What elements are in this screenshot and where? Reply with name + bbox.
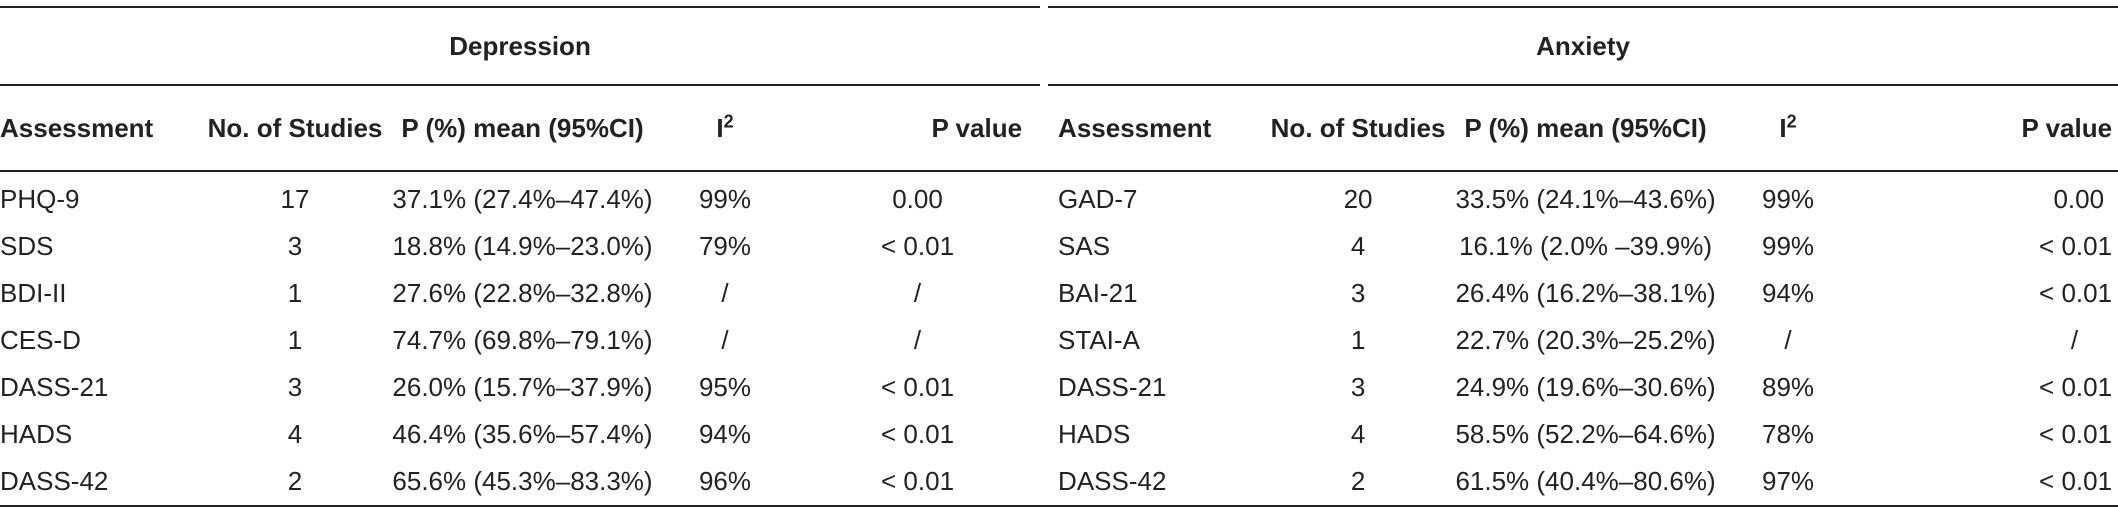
table-row: PHQ-9 17 37.1% (27.4%–47.4%) 99% 0.00 GA…: [0, 171, 2118, 223]
cell-anx-assessment: GAD-7: [1058, 184, 1138, 214]
cell-anx-studies: 3: [1350, 278, 1366, 308]
cell-dep-i2: 99%: [698, 184, 752, 214]
i2-sup: 2: [723, 110, 734, 131]
cell-dep-assessment: BDI-II: [0, 278, 67, 308]
row-gap: [1040, 171, 1048, 223]
cell-dep-assessment: PHQ-9: [0, 184, 80, 214]
cell-anx-i2: 99%: [1762, 231, 1815, 261]
cell-dep-prevalence: 18.8% (14.9%–23.0%): [392, 231, 653, 261]
cell-anx-pvalue: /: [2070, 325, 2079, 355]
table-row: CES-D 1 74.7% (69.8%–79.1%) / / STAI-A 1…: [0, 317, 2118, 364]
cell-anx-prevalence: 24.9% (19.6%–30.6%): [1455, 372, 1716, 402]
cell-anx-i2: /: [1784, 325, 1792, 355]
cell-dep-assessment: SDS: [0, 231, 54, 261]
cell-dep-pvalue: /: [913, 325, 922, 355]
cell-anx-i2: 94%: [1762, 278, 1815, 308]
i2-base: I: [1779, 112, 1787, 143]
cell-dep-assessment: DASS-21: [0, 372, 109, 402]
cell-anx-i2: 99%: [1762, 184, 1815, 214]
col-i2-dep: I2: [655, 85, 795, 172]
cell-anx-prevalence: 22.7% (20.3%–25.2%): [1455, 325, 1716, 355]
cell-anx-pvalue: 0.00: [2053, 184, 2105, 214]
cell-dep-studies: 4: [287, 419, 303, 449]
col-studies-dep: No. of Studies: [200, 85, 390, 172]
table-row: HADS 4 46.4% (35.6%–57.4%) 94% < 0.01 HA…: [0, 411, 2118, 458]
i2-sup: 2: [1786, 110, 1797, 131]
col-assessment-dep: Assessment: [0, 85, 200, 172]
cell-anx-assessment: SAS: [1058, 231, 1111, 261]
cell-dep-prevalence: 26.0% (15.7%–37.9%): [392, 372, 653, 402]
row-gap: [1040, 411, 1048, 458]
group-header-depression: Depression: [0, 6, 1041, 86]
cell-anx-assessment: DASS-21: [1058, 372, 1167, 402]
cell-anx-pvalue: < 0.01: [2039, 231, 2113, 261]
cell-anx-pvalue: < 0.01: [2039, 372, 2113, 402]
cell-dep-studies: 3: [287, 372, 303, 402]
cell-dep-pvalue: /: [913, 278, 922, 308]
cell-dep-pvalue: < 0.01: [881, 372, 955, 402]
col-prevalence-dep: P (%) mean (95%CI): [390, 85, 655, 172]
cell-anx-assessment: STAI-A: [1058, 325, 1140, 355]
cell-dep-prevalence: 46.4% (35.6%–57.4%): [392, 419, 653, 449]
col-prevalence-anx: P (%) mean (95%CI): [1453, 85, 1719, 172]
cell-dep-studies: 1: [287, 325, 303, 355]
cell-dep-pvalue: < 0.01: [881, 419, 955, 449]
cell-dep-studies: 1: [287, 278, 303, 308]
cell-anx-pvalue: < 0.01: [2039, 419, 2113, 449]
group-header-anxiety: Anxiety: [1048, 6, 2118, 86]
col-i2-anx: I2: [1718, 85, 1859, 172]
cell-anx-i2: 78%: [1762, 419, 1815, 449]
cell-dep-i2: /: [721, 278, 729, 308]
row-gap: [1040, 270, 1048, 317]
row-gap: [1040, 317, 1048, 364]
cell-anx-prevalence: 58.5% (52.2%–64.6%): [1455, 419, 1716, 449]
prevalence-table: Depression Anxiety Assessment No. of Stu…: [0, 6, 2118, 507]
cell-anx-studies: 20: [1343, 184, 1373, 214]
cell-dep-prevalence: 74.7% (69.8%–79.1%): [392, 325, 653, 355]
cell-dep-i2: 79%: [698, 231, 752, 261]
cell-dep-i2: /: [721, 325, 729, 355]
cell-anx-prevalence: 26.4% (16.2%–38.1%): [1455, 278, 1716, 308]
head-gap: [1040, 85, 1049, 172]
cell-anx-studies: 1: [1350, 325, 1366, 355]
cell-dep-assessment: CES-D: [0, 325, 81, 355]
cell-dep-i2: 95%: [698, 372, 752, 402]
cell-anx-prevalence: 16.1% (2.0% –39.9%): [1459, 231, 1713, 261]
cell-anx-assessment: BAI-21: [1058, 278, 1138, 308]
col-studies-anx: No. of Studies: [1263, 85, 1454, 172]
cell-dep-i2: 94%: [698, 419, 752, 449]
cell-anx-studies: 4: [1350, 419, 1366, 449]
cell-dep-studies: 17: [280, 184, 310, 214]
table-row: SDS 3 18.8% (14.9%–23.0%) 79% < 0.01 SAS…: [0, 223, 2118, 270]
cell-anx-studies: 4: [1350, 231, 1366, 261]
table-row: DASS-21 3 26.0% (15.7%–37.9%) 95% < 0.01…: [0, 364, 2118, 411]
cell-anx-assessment: HADS: [1058, 419, 1131, 449]
i2-base: I: [716, 112, 724, 143]
group-gap: [1040, 7, 1048, 85]
cell-dep-pvalue: < 0.01: [881, 231, 955, 261]
col-pvalue-dep: P value: [795, 85, 1041, 172]
table-row: BDI-II 1 27.6% (22.8%–32.8%) / / BAI-21 …: [0, 270, 2118, 317]
cell-dep-prevalence: 37.1% (27.4%–47.4%): [392, 184, 653, 214]
cell-anx-i2: 89%: [1762, 372, 1815, 402]
cell-anx-prevalence: 33.5% (24.1%–43.6%): [1455, 184, 1716, 214]
cell-dep-prevalence: 27.6% (22.8%–32.8%): [392, 278, 653, 308]
row-gap: [1040, 364, 1048, 411]
cell-dep-pvalue: 0.00: [892, 184, 943, 214]
cell-dep-assessment: HADS: [0, 419, 73, 449]
cell-dep-studies: 3: [287, 231, 303, 261]
row-gap: [1040, 223, 1048, 270]
col-pvalue-anx: P value: [1858, 85, 2118, 172]
cell-anx-pvalue: < 0.01: [2039, 278, 2113, 308]
cell-anx-studies: 3: [1350, 372, 1366, 402]
col-assessment-anx: Assessment: [1048, 85, 1264, 172]
